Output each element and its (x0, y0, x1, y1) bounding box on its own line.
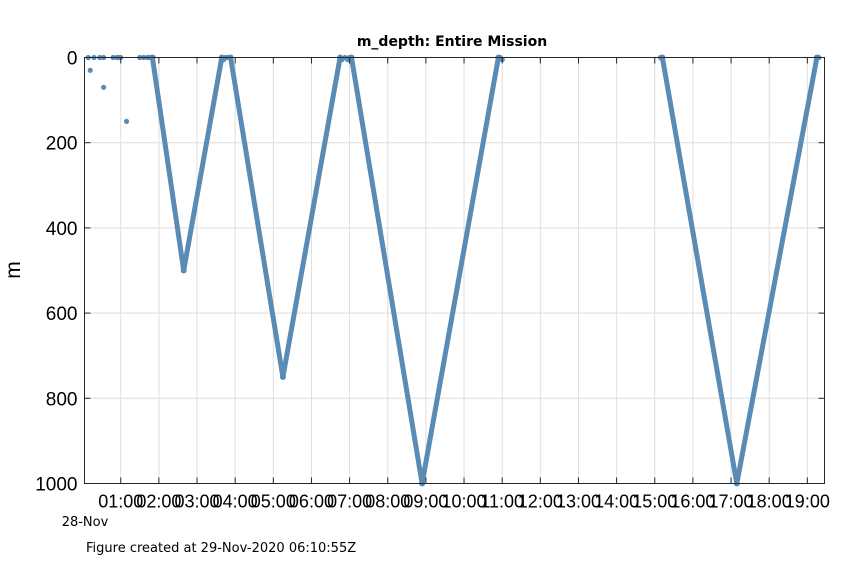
depth-point (123, 118, 130, 124)
x-tick-label: 04:00 (213, 492, 258, 512)
x-tick-label: 07:00 (327, 492, 372, 512)
x-tick-label: 15:00 (632, 492, 677, 512)
x-tick-label: 12:00 (518, 492, 563, 512)
x-tick-label: 10:00 (442, 492, 487, 512)
grid-lines (84, 57, 825, 484)
depth-point (87, 67, 93, 73)
x-tick-label: 13:00 (556, 492, 601, 512)
x-tick-label: 01:00 (98, 492, 143, 512)
y-tick-label: 800 (46, 389, 78, 410)
y-axis-label: m (2, 261, 25, 279)
depth-point (279, 374, 286, 380)
x-tick-label: 11:00 (480, 492, 524, 512)
x-tick-label: 16:00 (670, 492, 715, 512)
x-tick-label: 08:00 (365, 492, 410, 512)
depth-point (101, 84, 107, 90)
x-tick-label: 17:00 (709, 492, 754, 512)
x-tick-label: 05:00 (251, 492, 296, 512)
x-tick-label: 03:00 (175, 492, 220, 512)
axes-box (84, 57, 825, 484)
x-tick-label: 02:00 (136, 492, 181, 512)
x-tick-label: 14:00 (594, 492, 639, 512)
depth-point (180, 267, 187, 274)
x-ticks: 01:0002:0003:0004:0005:0006:0007:0008:00… (98, 57, 830, 512)
x-tick-label: 19:00 (785, 492, 830, 512)
x-tick-label: 06:00 (289, 492, 334, 512)
y-tick-label: 600 (46, 304, 78, 325)
y-ticks: 0 200 400 600 800 1000 (35, 49, 825, 496)
chart-title: m_depth: Entire Mission (357, 34, 547, 50)
x-tick-label: 18:00 (747, 492, 792, 512)
depth-point (659, 57, 666, 63)
figure-created-note: Figure created at 29-Nov-2020 06:10:55Z (86, 541, 357, 556)
y-tick-label: 400 (46, 219, 78, 240)
x-tick-label: 09:00 (403, 492, 448, 512)
y-tick-label: 0 (67, 49, 78, 70)
y-tick-label: 200 (46, 134, 78, 155)
y-tick-label: 1000 (35, 475, 77, 496)
date-label: 28-Nov (62, 515, 109, 530)
